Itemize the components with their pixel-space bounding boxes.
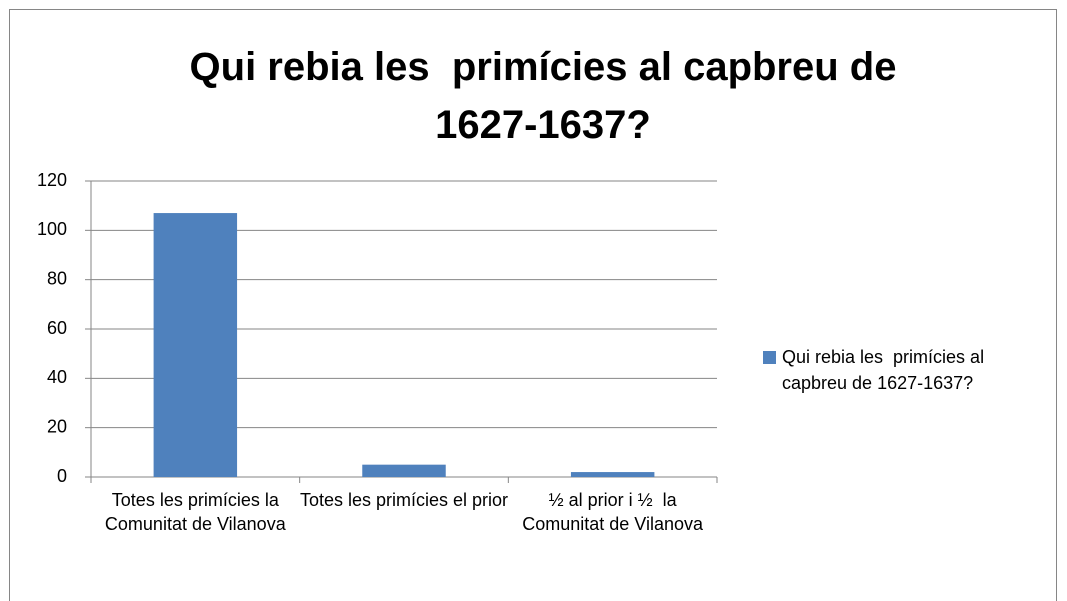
y-tick-label: 80 (47, 268, 67, 288)
chart-title: Qui rebia les primícies al capbreu de 16… (189, 45, 908, 147)
bar (153, 213, 238, 478)
legend-swatch (763, 351, 776, 364)
y-tick-label: 40 (47, 367, 67, 387)
legend-label: Qui rebia les primícies al capbreu de 16… (782, 347, 990, 393)
bar (362, 464, 446, 477)
bar (570, 472, 655, 477)
y-tick-label: 120 (37, 170, 67, 190)
y-tick-label: 20 (47, 416, 67, 436)
y-tick-label: 60 (47, 318, 67, 338)
x-tick-label: ½ al prior i ½ la Comunitat de Vilanova (522, 490, 704, 534)
y-tick-label: 0 (57, 466, 67, 486)
x-tick-label: Totes les primícies el prior (299, 490, 509, 510)
x-tick-label: Totes les primícies la Comunitat de Vila… (104, 490, 286, 534)
chart-border (9, 9, 1057, 601)
y-tick-label: 100 (37, 219, 67, 239)
